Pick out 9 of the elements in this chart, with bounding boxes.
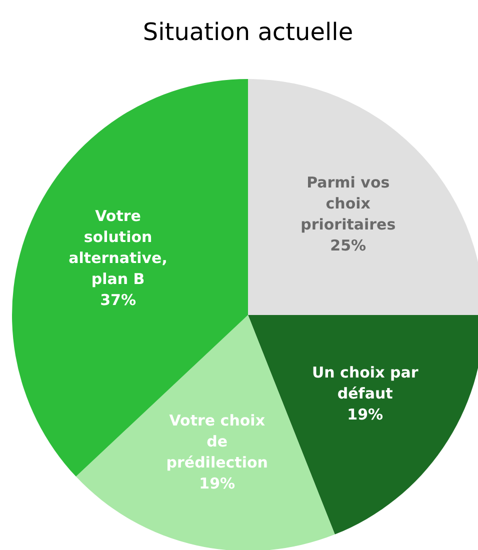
data-label: 19% bbox=[347, 406, 384, 424]
chart-title: Situation actuelle bbox=[142, 18, 354, 46]
slice-label: Un choix par défaut bbox=[312, 364, 419, 403]
data-label: 19% bbox=[199, 474, 236, 493]
slice-label: Votre solution alternative, plan B bbox=[68, 206, 168, 288]
slice-label: Parmi vos choix prioritaires bbox=[300, 173, 396, 234]
data-label: 37% bbox=[100, 290, 136, 309]
slice-label: Votre choix de prédilection bbox=[166, 412, 268, 472]
data-label: 25% bbox=[330, 236, 366, 254]
